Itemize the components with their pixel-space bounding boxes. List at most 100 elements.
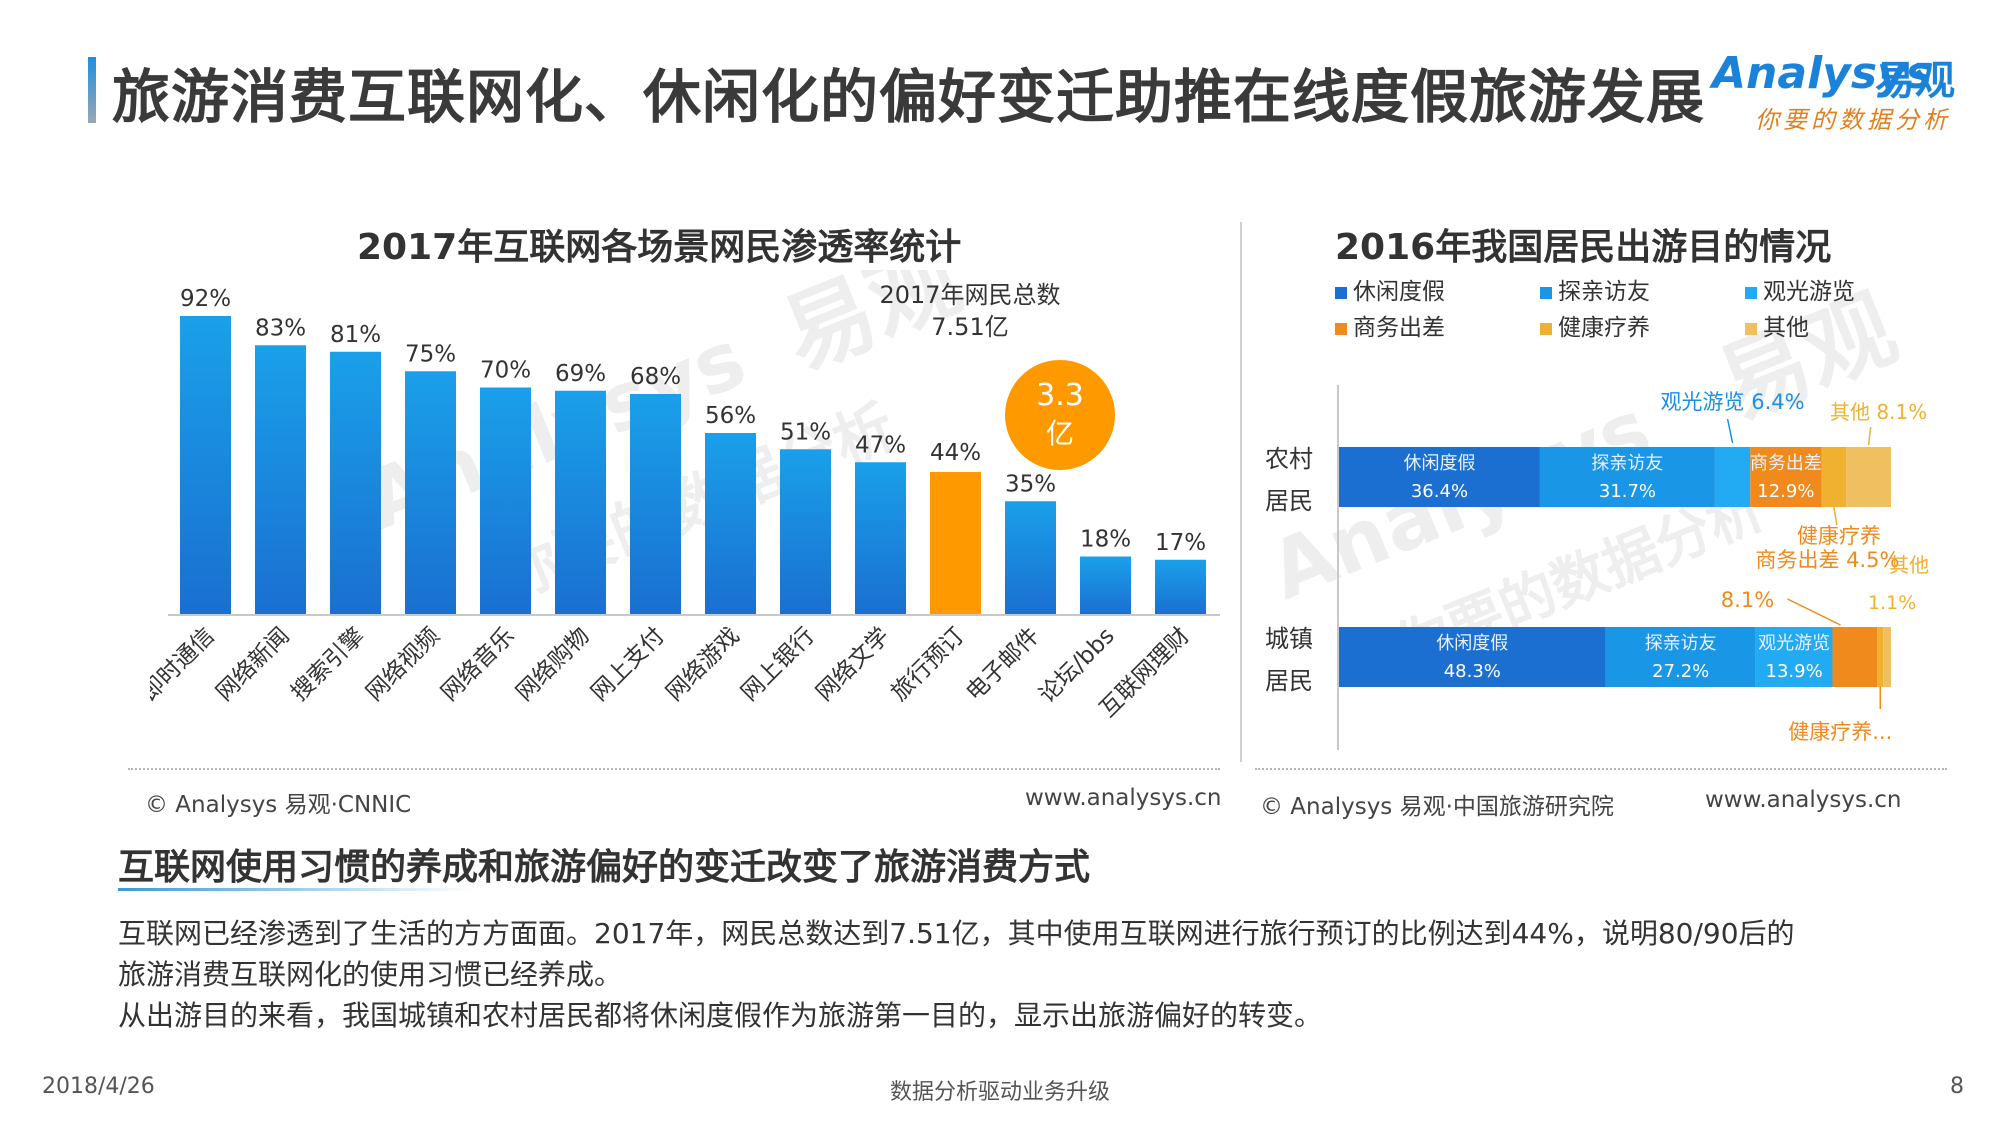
category-label: 网上银行 bbox=[736, 623, 819, 706]
bar-网络文学 bbox=[855, 462, 906, 615]
annotation-label: 其他 8.1% bbox=[1830, 400, 1927, 424]
summary-underline bbox=[118, 888, 473, 891]
page-title: 旅游消费互联网化、休闲化的偏好变迁助推在线度假旅游发展 bbox=[112, 63, 1706, 131]
row-label: 居民 bbox=[1265, 487, 1313, 515]
footer-slogan: 数据分析驱动业务升级 bbox=[890, 1080, 1111, 1105]
row-label: 居民 bbox=[1265, 667, 1313, 695]
right-chart-title: 2016年我国居民出游目的情况 bbox=[1335, 227, 1832, 268]
bar-网络音乐 bbox=[480, 387, 531, 615]
page-number: 8 bbox=[1950, 1074, 1964, 1099]
segment-观光游览 bbox=[1714, 447, 1751, 507]
annotation-label: 其他 bbox=[1889, 553, 1929, 577]
legend-swatch bbox=[1540, 287, 1552, 299]
bar-value-label: 47% bbox=[855, 432, 906, 458]
left-chart-divider bbox=[128, 768, 1220, 770]
segment-name-label: 探亲访友 bbox=[1591, 453, 1663, 474]
logo-yiguan: 易观 bbox=[1875, 58, 1955, 104]
category-label: 网络购物 bbox=[511, 623, 594, 706]
category-label: 网上支付 bbox=[586, 623, 669, 706]
bar-value-label: 69% bbox=[555, 361, 606, 387]
annotation-label: 8.1% bbox=[1721, 588, 1774, 612]
legend-label: 观光游览 bbox=[1763, 279, 1855, 305]
segment-商务出差 bbox=[1750, 447, 1822, 507]
annotation-label: 健康疗养... bbox=[1788, 720, 1892, 744]
leader-line bbox=[1787, 598, 1841, 626]
summary-line-3: 从出游目的来看，我国城镇和农村居民都将休闲度假作为旅游第一目的，显示出旅游偏好的… bbox=[118, 999, 1323, 1032]
left-chart-title: 2017年互联网各场景网民渗透率统计 bbox=[357, 227, 962, 268]
bar-网上银行 bbox=[780, 449, 831, 615]
category-label: 网络视频 bbox=[361, 623, 444, 706]
bar-value-label: 75% bbox=[405, 341, 456, 367]
callout-bubble-value: 3.3 bbox=[1036, 378, 1084, 413]
bar-value-label: 83% bbox=[255, 315, 306, 341]
chart-divider bbox=[1240, 222, 1242, 762]
leader-line bbox=[1867, 426, 1872, 446]
summary-line-1: 互联网已经渗透到了生活的方方面面。2017年，网民总数达到7.51亿，其中使用互… bbox=[118, 917, 1795, 950]
right-chart-divider bbox=[1255, 768, 1947, 770]
annotation-label: 观光游览 6.4% bbox=[1661, 390, 1805, 414]
bar-value-label: 35% bbox=[1005, 471, 1056, 497]
segment-健康疗养 bbox=[1877, 627, 1884, 687]
footer-date: 2018/4/26 bbox=[42, 1074, 155, 1099]
category-label: 网络文学 bbox=[811, 623, 894, 706]
legend-label: 探亲访友 bbox=[1558, 279, 1650, 305]
bar-value-label: 68% bbox=[630, 364, 681, 390]
logo-slogan: 你要的数据分析 bbox=[1755, 106, 1951, 134]
segment-name-label: 观光游览 bbox=[1758, 633, 1830, 654]
legend-swatch bbox=[1335, 323, 1347, 335]
callout-bubble-unit: 亿 bbox=[1046, 417, 1074, 450]
bar-电子邮件 bbox=[1005, 501, 1056, 615]
leader-line bbox=[1833, 506, 1838, 526]
segment-其他 bbox=[1846, 447, 1891, 507]
left-source: © Analysys 易观·CNNIC bbox=[145, 792, 412, 818]
segment-value-label: 48.3% bbox=[1444, 661, 1501, 682]
row-label: 农村 bbox=[1265, 445, 1313, 473]
row-label: 城镇 bbox=[1265, 625, 1313, 653]
segment-value-label: 12.9% bbox=[1757, 481, 1814, 502]
total-users-label-line2: 7.51亿 bbox=[931, 313, 1008, 341]
left-url: www.analysys.cn bbox=[1025, 785, 1222, 811]
bar-value-label: 70% bbox=[480, 358, 531, 384]
bar-网上支付 bbox=[630, 394, 681, 615]
segment-探亲访友 bbox=[1605, 627, 1756, 687]
segment-休闲度假 bbox=[1339, 627, 1606, 687]
segment-休闲度假 bbox=[1339, 447, 1540, 507]
segment-观光游览 bbox=[1755, 627, 1833, 687]
segment-name-label: 休闲度假 bbox=[1403, 453, 1475, 474]
bar-value-label: 56% bbox=[705, 403, 756, 429]
segment-value-label: 36.4% bbox=[1411, 481, 1468, 502]
travel-purpose-stacked-chart: 易观 Analysys 你要的数据分析 休闲度假探亲访友观光游览商务出差健康疗养… bbox=[1257, 276, 1929, 750]
bar-value-label: 92% bbox=[180, 286, 231, 312]
bar-网络视频 bbox=[405, 371, 456, 615]
category-label: 网络新闻 bbox=[211, 623, 294, 706]
right-source: © Analysys 易观·中国旅游研究院 bbox=[1260, 794, 1614, 820]
penetration-bar-chart: 易观 Analysys 你要的数据分析 92%即时通信83%网络新闻81%搜索引… bbox=[150, 270, 1220, 723]
leader-line bbox=[1726, 418, 1734, 444]
logo-analysys: Analysys bbox=[1712, 48, 1932, 99]
bar-即时通信 bbox=[180, 316, 231, 615]
bar-value-label: 17% bbox=[1155, 530, 1206, 556]
total-users-label-line1: 2017年网民总数 bbox=[879, 281, 1060, 309]
bar-value-label: 81% bbox=[330, 322, 381, 348]
category-label: 网络音乐 bbox=[436, 623, 519, 706]
bar-搜索引擎 bbox=[330, 351, 381, 615]
summary-line-2: 旅游消费互联网化的使用习惯已经养成。 bbox=[118, 958, 623, 991]
segment-健康疗养 bbox=[1821, 447, 1847, 507]
segment-name-label: 探亲访友 bbox=[1645, 633, 1717, 654]
legend-label: 其他 bbox=[1763, 315, 1809, 341]
category-label: 网络游戏 bbox=[661, 623, 744, 706]
segment-其他 bbox=[1883, 627, 1891, 687]
segment-商务出差 bbox=[1832, 627, 1878, 687]
legend-label: 休闲度假 bbox=[1353, 279, 1445, 305]
bar-旅行预订 bbox=[930, 472, 981, 615]
category-label: 电子邮件 bbox=[961, 623, 1044, 706]
annotation-label: 商务出差 4.5% bbox=[1755, 548, 1899, 572]
segment-value-label: 31.7% bbox=[1599, 481, 1656, 502]
segment-name-label: 商务出差 bbox=[1750, 453, 1822, 474]
legend-swatch bbox=[1745, 323, 1757, 335]
bar-网络新闻 bbox=[255, 345, 306, 615]
bar-网络游戏 bbox=[705, 433, 756, 615]
right-url: www.analysys.cn bbox=[1705, 787, 1902, 813]
bar-论坛/bbs bbox=[1080, 556, 1131, 615]
annotation-label: 1.1% bbox=[1868, 592, 1916, 614]
